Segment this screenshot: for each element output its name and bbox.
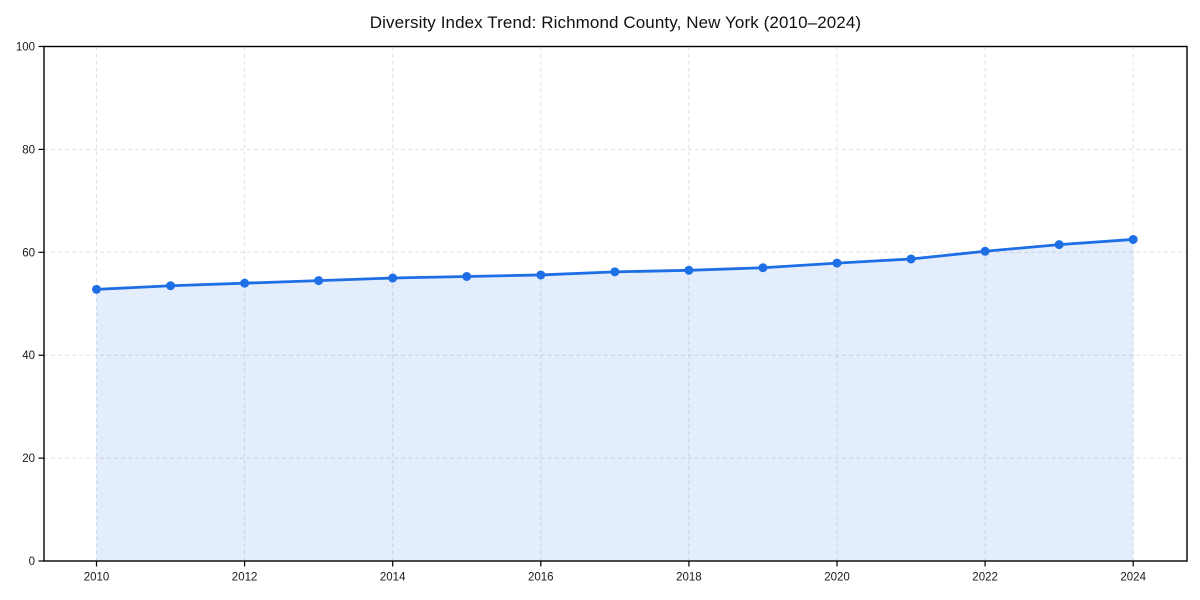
data-point-2020 xyxy=(832,258,842,268)
x-axis-tick-label: 2012 xyxy=(232,572,258,584)
plot-border xyxy=(43,45,1188,562)
x-axis-tick-label: 2016 xyxy=(528,572,554,584)
x-axis-tick-label: 2020 xyxy=(824,572,850,584)
x-axis-tick-label: 2018 xyxy=(676,572,702,584)
data-point-2011 xyxy=(166,281,176,291)
data-point-2017 xyxy=(610,267,620,277)
y-axis-tick-label: 20 xyxy=(22,453,35,465)
data-point-2022 xyxy=(980,246,990,256)
data-point-2012 xyxy=(240,278,250,288)
data-point-2021 xyxy=(906,254,916,264)
data-point-2024 xyxy=(1128,234,1138,244)
x-axis-tick-label: 2010 xyxy=(84,572,110,584)
data-point-2015 xyxy=(462,271,472,281)
y-axis-tick-label: 60 xyxy=(22,247,35,259)
x-axis-tick-label: 2024 xyxy=(1120,572,1146,584)
y-axis-tick-label: 100 xyxy=(16,42,35,54)
y-axis-tick-label: 40 xyxy=(22,350,35,362)
data-point-2010 xyxy=(92,284,101,294)
x-axis-tick-label: 2022 xyxy=(972,572,998,584)
chart-title: Diversity Index Trend: Richmond County, … xyxy=(369,13,862,32)
area-fill xyxy=(96,239,1134,561)
data-point-2018 xyxy=(684,265,694,275)
y-axis-tick-label: 0 xyxy=(29,556,35,568)
data-point-2016 xyxy=(536,270,546,280)
data-point-2023 xyxy=(1054,240,1064,250)
y-axis-tick-label: 80 xyxy=(22,144,35,156)
data-point-2014 xyxy=(388,273,398,283)
x-axis-tick-label: 2014 xyxy=(380,572,406,584)
data-point-2013 xyxy=(314,276,324,286)
data-point-2019 xyxy=(758,263,768,273)
